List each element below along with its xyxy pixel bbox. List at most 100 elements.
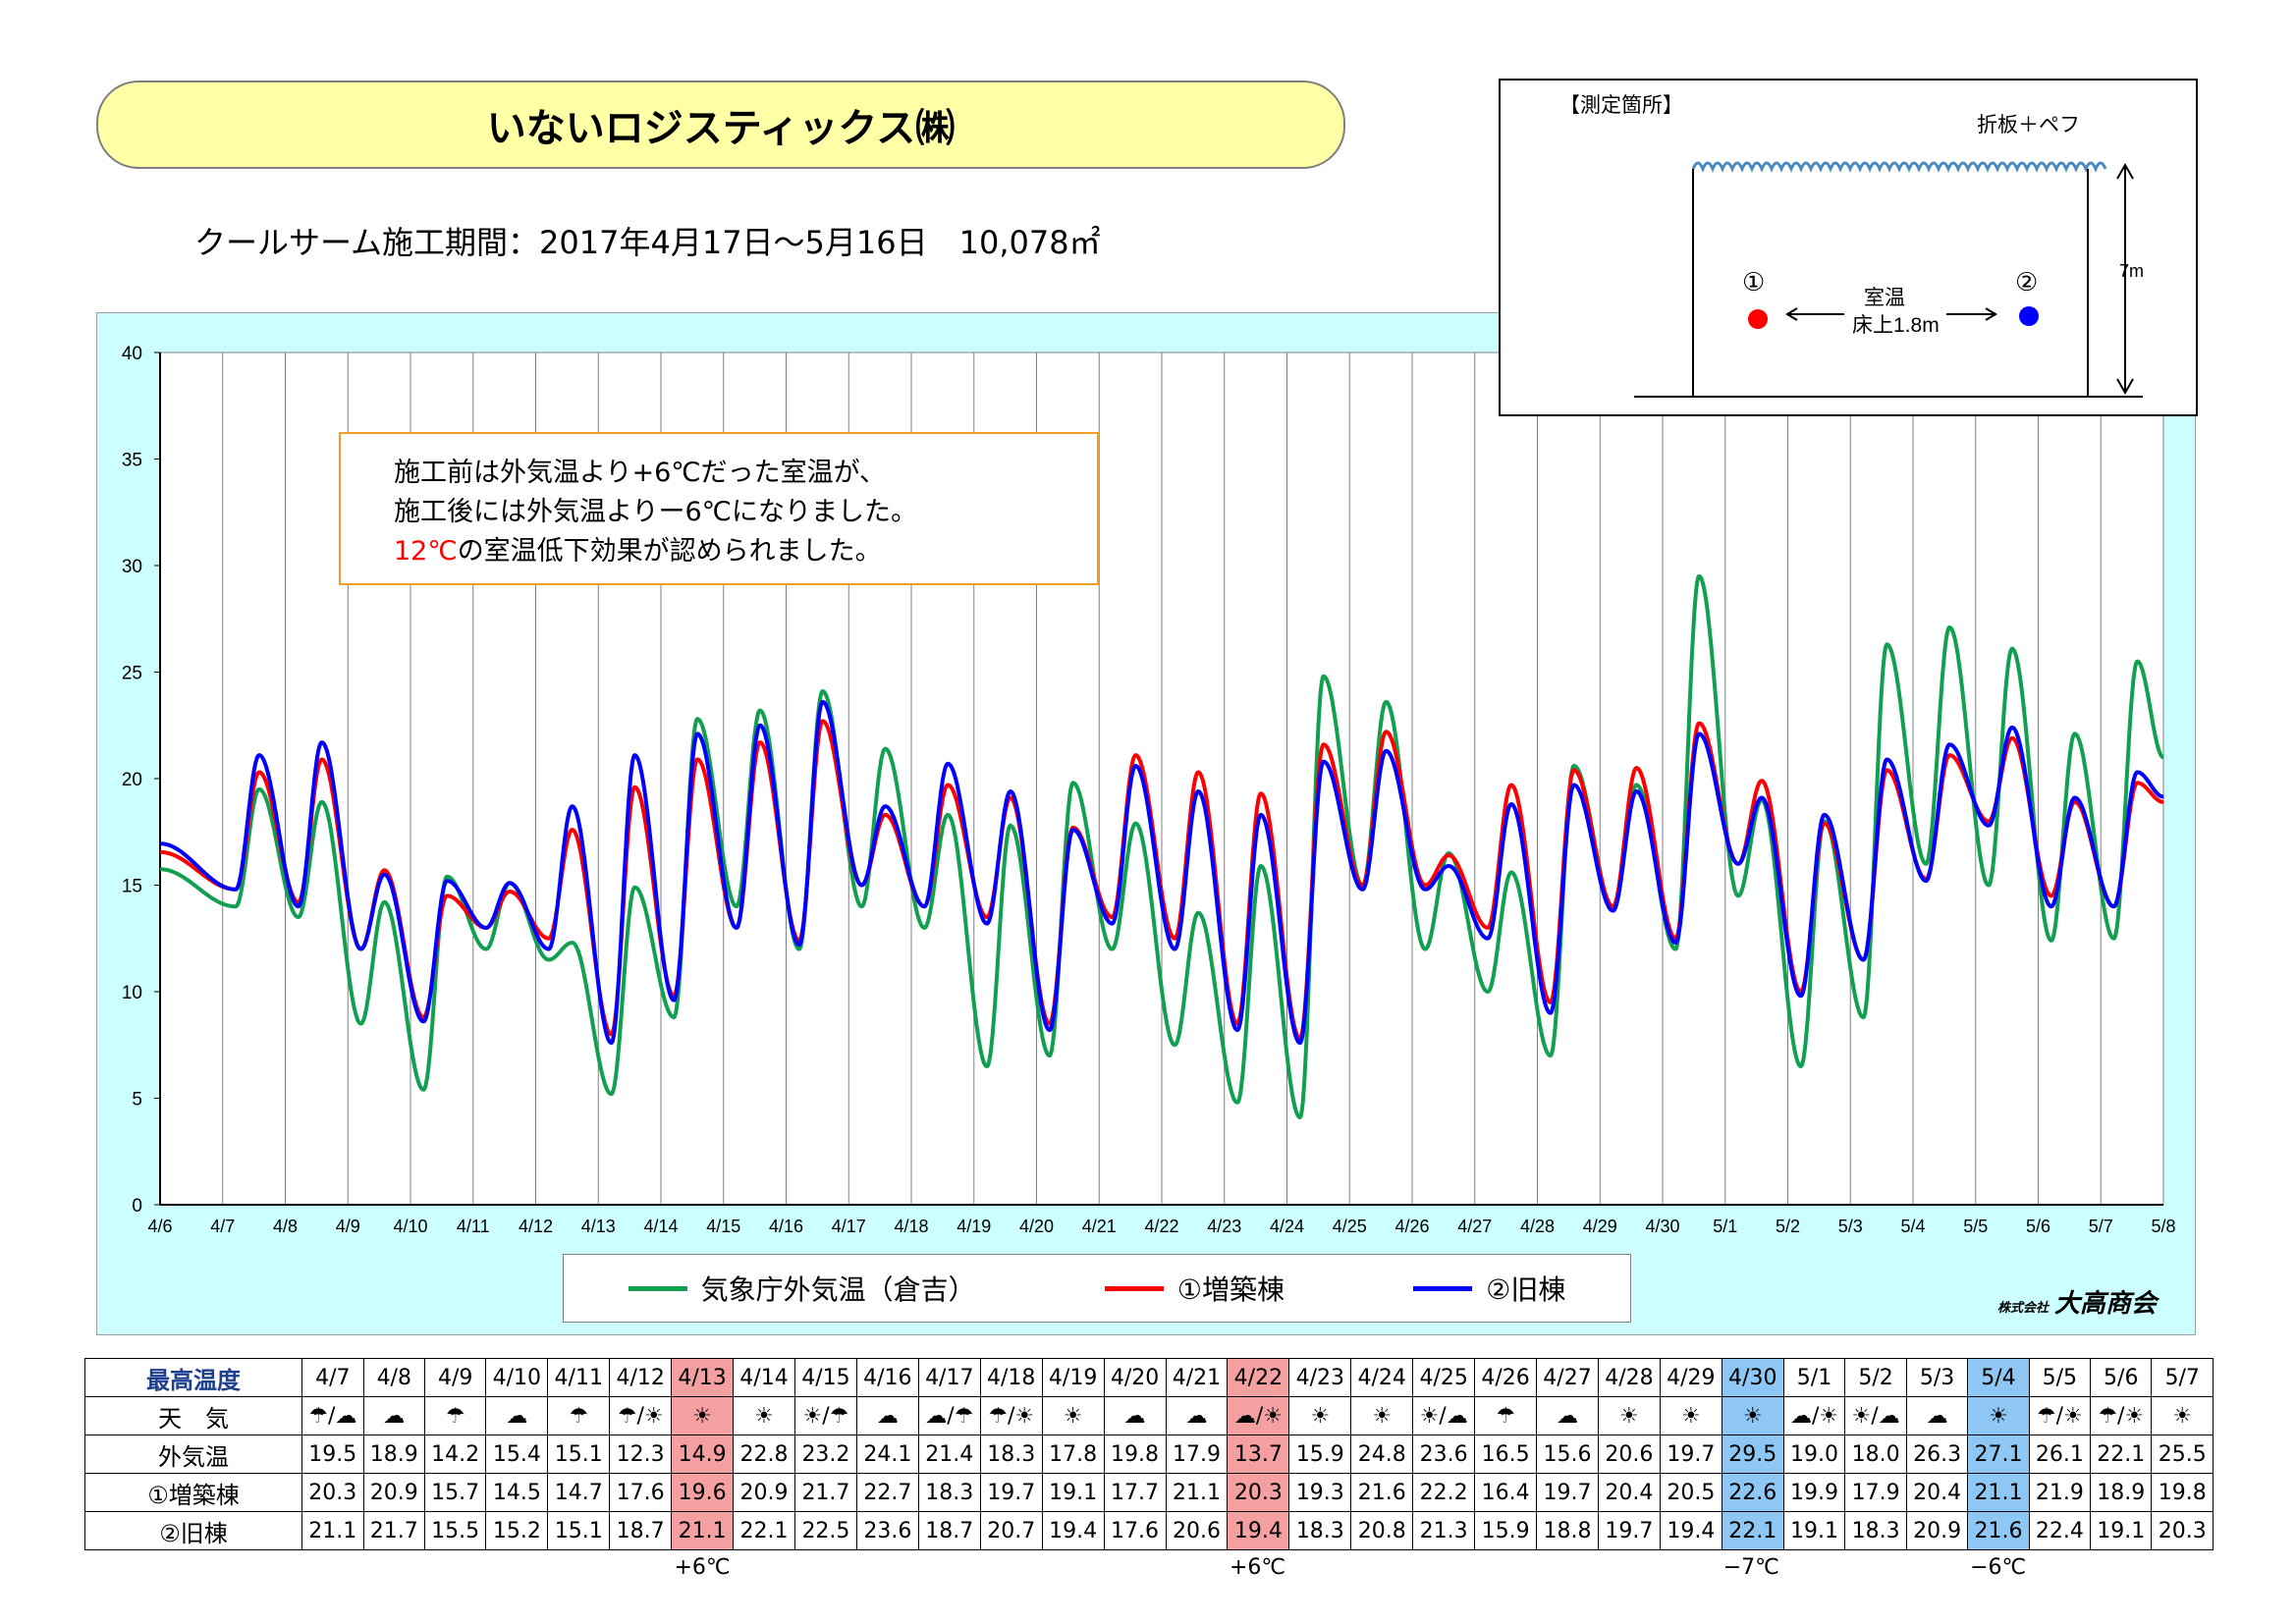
x-tick-label: 4/14 (643, 1217, 678, 1236)
date-row-cell: 4/8 (362, 1358, 425, 1397)
date-row-cell: 4/24 (1350, 1358, 1414, 1397)
x-tick-label: 4/10 (393, 1217, 427, 1236)
diagram-floor-label: 床上1.8m (1852, 314, 1940, 337)
date-row-cell: 5/5 (2028, 1358, 2092, 1397)
weather-row-cell: ☂ (1474, 1396, 1538, 1435)
weather-row-cell: ☁ (855, 1396, 919, 1435)
old-building-row-cell: 21.1 (301, 1511, 364, 1550)
old-building-row-cell: 15.9 (1474, 1511, 1538, 1550)
x-tick-label: 5/5 (1963, 1217, 1988, 1236)
weather-row-cell: ☂/☀ (609, 1396, 673, 1435)
building-diagram-svg: 【測定箇所】 折板＋ペフ 7m ① ② 室温 床上1.8m (1559, 94, 2144, 398)
weather-row-cell: ☀ (2151, 1396, 2214, 1435)
new-building-row-cell: 18.3 (917, 1473, 981, 1512)
x-tick-label: 5/4 (1900, 1217, 1925, 1236)
old-building-row-cell: 20.7 (979, 1511, 1043, 1550)
y-tick-label: 40 (122, 344, 142, 364)
old-building-row-cell: 18.3 (1844, 1511, 1907, 1550)
legend-label-old-building: ②旧棟 (1486, 1273, 1566, 1306)
outdoor-row-cell: 18.3 (979, 1435, 1043, 1474)
x-tick-label: 4/19 (957, 1217, 991, 1236)
point-2-marker (2019, 306, 2039, 326)
y-tick-label: 15 (122, 877, 142, 897)
x-tick-label: 4/22 (1144, 1217, 1178, 1236)
diagram-height-label: 7m (2119, 261, 2144, 281)
old-building-row: ②旧棟 21.1 21.7 15.5 15.2 15.1 18.7 21.1 22.1 22.5 2… (84, 1511, 2214, 1550)
old-building-row-cell: 21.1 (671, 1511, 735, 1550)
date-row-cell: 4/7 (301, 1358, 364, 1397)
x-tick-label: 5/8 (2151, 1217, 2175, 1236)
difference-note: −7℃ (1722, 1555, 1779, 1580)
date-row-cell: 4/16 (855, 1358, 919, 1397)
diagram-room-label: 室温 (1864, 287, 1905, 309)
series-line-old_bldg (159, 699, 2165, 1046)
date-row-cell: 4/14 (733, 1358, 795, 1397)
date-row-cell: 4/27 (1536, 1358, 1599, 1397)
x-tick-label: 4/11 (457, 1217, 490, 1236)
x-tick-label: 5/6 (2026, 1217, 2050, 1236)
point-2-label: ② (2015, 268, 2038, 298)
x-tick-label: 4/30 (1645, 1217, 1679, 1236)
new-building-row-cell: 22.7 (855, 1473, 919, 1512)
new-building-row-cell: 14.5 (485, 1473, 549, 1512)
old-building-row-cell: 22.5 (793, 1511, 857, 1550)
old-building-row-cell: 19.4 (1227, 1511, 1290, 1550)
x-tick-label: 4/21 (1082, 1217, 1117, 1236)
x-tick-label: 5/2 (1776, 1217, 1800, 1236)
outdoor-row-cell: 15.6 (1536, 1435, 1599, 1474)
outdoor-row-cell: 21.4 (917, 1435, 981, 1474)
old-building-row-cell: 19.1 (1782, 1511, 1846, 1550)
new-building-row-cell: 20.9 (733, 1473, 795, 1512)
difference-note: +6℃ (1230, 1555, 1286, 1580)
weather-row-cell: ☀/☁ (1412, 1396, 1476, 1435)
old-building-row-cell: 19.4 (1659, 1511, 1722, 1550)
annotation-line-3-rest: の室温低下効果が認められました。 (457, 536, 882, 567)
height-arrow-top-icon (2116, 162, 2134, 180)
page-title: いないロジスティックス㈱ (96, 81, 1345, 169)
point-1-label: ① (1742, 268, 1765, 298)
date-row-cell: 4/23 (1288, 1358, 1352, 1397)
date-row-cell: 5/6 (2090, 1358, 2153, 1397)
date-row-cell: 4/30 (1721, 1358, 1784, 1397)
x-tick-label: 4/27 (1457, 1217, 1492, 1236)
outdoor-row-cell: 19.8 (1103, 1435, 1167, 1474)
new-building-row-cell: 21.6 (1350, 1473, 1414, 1512)
x-tick-label: 4/7 (210, 1217, 235, 1236)
y-tick-label: 30 (122, 557, 142, 577)
outdoor-row-cell: 18.9 (362, 1435, 425, 1474)
weather-row-cell: ☁ (1103, 1396, 1167, 1435)
old-building-row-cell: 18.7 (917, 1511, 981, 1550)
outdoor-row-cell: 17.8 (1041, 1435, 1105, 1474)
weather-row-cell: ☁/☂ (917, 1396, 981, 1435)
outdoor-row-cell: 15.4 (485, 1435, 549, 1474)
date-row-cell: 4/17 (917, 1358, 981, 1397)
date-row-header: 最高温度 (84, 1358, 302, 1397)
new-building-row-cell: 17.9 (1844, 1473, 1907, 1512)
x-tick-label: 4/17 (832, 1217, 866, 1236)
new-building-row-cell: 19.1 (1041, 1473, 1105, 1512)
outdoor-row-cell: 14.2 (423, 1435, 487, 1474)
weather-row-header: 天 気 (84, 1396, 302, 1435)
new-building-row-cell: 19.6 (671, 1473, 735, 1512)
outdoor-row-cell: 26.3 (1905, 1435, 1969, 1474)
date-row-cell: 4/21 (1165, 1358, 1229, 1397)
date-row-cell: 4/22 (1227, 1358, 1290, 1397)
date-row-cell: 4/18 (979, 1358, 1043, 1397)
construction-period: クールサーム施工期間：2017年4月17日～5月16日 10,078㎡ (194, 224, 1101, 261)
date-row-cell: 4/20 (1103, 1358, 1167, 1397)
outdoor-row-cell: 29.5 (1721, 1435, 1784, 1474)
company-logo: 株式会社 大高商会 (1997, 1283, 2157, 1320)
outdoor-row-cell: 13.7 (1227, 1435, 1290, 1474)
x-tick-label: 4/16 (769, 1217, 803, 1236)
legend-item-old-building: ②旧棟 (1413, 1269, 1565, 1308)
annotation-line-2: 施工後には外気温よりー6℃になりました。 (394, 497, 917, 527)
roof-corrugation-icon (1691, 161, 2107, 173)
outdoor-row-cell: 16.5 (1474, 1435, 1538, 1474)
outdoor-row-cell: 15.1 (547, 1435, 611, 1474)
weather-row-cell: ☂/☀ (2090, 1396, 2153, 1435)
new-building-row-cell: 17.6 (609, 1473, 673, 1512)
old-building-row-cell: 15.5 (423, 1511, 487, 1550)
date-row-cell: 4/26 (1474, 1358, 1538, 1397)
y-tick-label: 10 (122, 983, 142, 1003)
date-row-cell: 4/25 (1412, 1358, 1476, 1397)
